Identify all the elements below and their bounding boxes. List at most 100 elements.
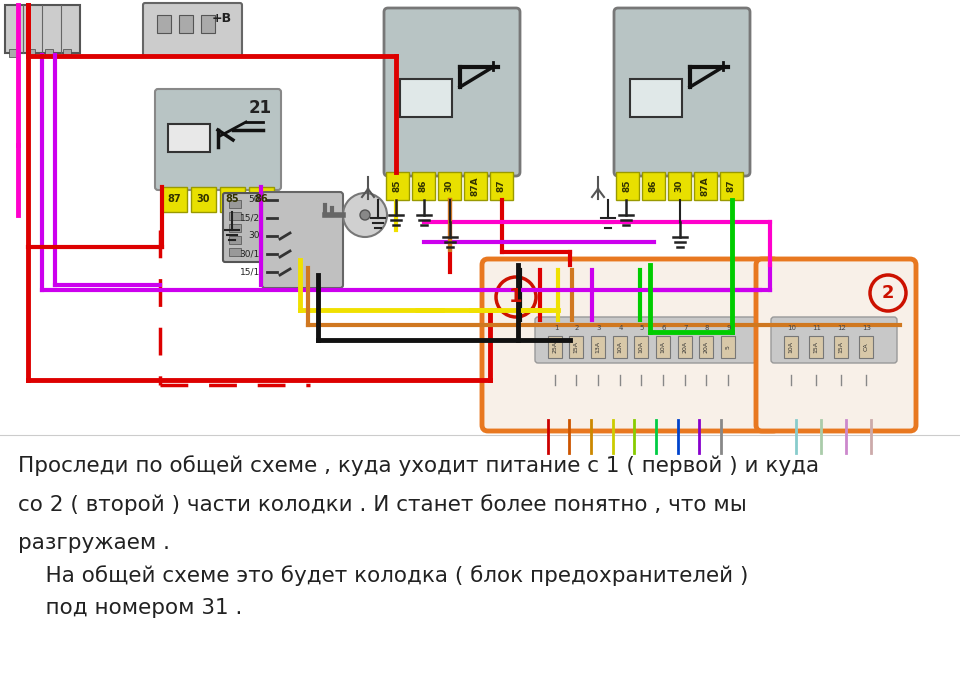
Text: На общей схеме это будет колодка ( блок предохранителей ): На общей схеме это будет колодка ( блок …: [18, 565, 749, 586]
Text: 1: 1: [554, 325, 559, 331]
Bar: [694, 172, 717, 200]
Text: 20A: 20A: [683, 341, 687, 353]
Circle shape: [496, 277, 536, 317]
Bar: [616, 172, 639, 200]
FancyBboxPatch shape: [262, 192, 343, 288]
Bar: [656, 336, 670, 358]
Bar: [229, 224, 241, 232]
Bar: [412, 172, 435, 200]
Text: разгружаем .: разгружаем .: [18, 533, 170, 553]
Bar: [668, 172, 691, 200]
FancyBboxPatch shape: [143, 3, 242, 57]
Text: 10A: 10A: [660, 341, 665, 353]
Bar: [834, 336, 848, 358]
Text: 30: 30: [675, 179, 684, 192]
Text: 30/1: 30/1: [240, 249, 260, 258]
Bar: [400, 79, 452, 117]
Text: 10A: 10A: [788, 341, 794, 353]
Bar: [642, 172, 665, 200]
Text: 3: 3: [597, 325, 601, 331]
Text: 15A: 15A: [813, 341, 819, 353]
Bar: [27, 49, 35, 57]
Text: 87: 87: [727, 179, 735, 193]
Text: +B: +B: [212, 12, 232, 26]
Bar: [5, 5, 80, 53]
Bar: [229, 248, 241, 256]
Text: 87: 87: [167, 194, 180, 204]
Bar: [45, 49, 53, 57]
Bar: [157, 15, 171, 33]
Bar: [179, 15, 193, 33]
Bar: [201, 15, 215, 33]
Bar: [9, 49, 17, 57]
Bar: [191, 187, 216, 212]
Text: 10: 10: [787, 325, 797, 331]
Bar: [386, 172, 409, 200]
Text: 15/1: 15/1: [240, 267, 260, 277]
Bar: [859, 336, 873, 358]
Text: со 2 ( второй ) части колодки . И станет более понятно , что мы: со 2 ( второй ) части колодки . И станет…: [18, 494, 747, 515]
Text: 86: 86: [649, 179, 658, 192]
Bar: [721, 336, 735, 358]
Bar: [591, 336, 605, 358]
Text: 8: 8: [705, 325, 709, 331]
Text: 7: 7: [684, 325, 688, 331]
Text: 25A: 25A: [553, 341, 558, 353]
Text: 30: 30: [196, 194, 209, 204]
Text: 15/2: 15/2: [240, 213, 260, 222]
FancyBboxPatch shape: [535, 317, 756, 363]
Bar: [438, 172, 461, 200]
Text: 6: 6: [661, 325, 666, 331]
Circle shape: [360, 210, 370, 220]
Text: 87A: 87A: [701, 176, 709, 196]
Bar: [63, 49, 71, 57]
Text: 12: 12: [837, 325, 847, 331]
Text: 10A: 10A: [617, 341, 622, 353]
Bar: [229, 236, 241, 244]
Text: 13A: 13A: [595, 341, 601, 353]
Text: 30: 30: [249, 231, 260, 240]
FancyBboxPatch shape: [384, 8, 520, 176]
Text: 20A: 20A: [704, 341, 708, 353]
Text: 86: 86: [254, 194, 268, 204]
Bar: [809, 336, 823, 358]
Text: CA: CA: [863, 342, 869, 351]
Bar: [162, 187, 187, 212]
FancyBboxPatch shape: [771, 317, 897, 363]
Text: Проследи по общей схеме , куда уходит питание с 1 ( первой ) и куда: Проследи по общей схеме , куда уходит пи…: [18, 455, 819, 476]
FancyBboxPatch shape: [155, 89, 281, 190]
Bar: [168, 124, 210, 152]
Bar: [678, 336, 692, 358]
Bar: [613, 336, 627, 358]
Text: 5: 5: [726, 345, 731, 349]
Text: 30: 30: [444, 179, 453, 192]
Text: 2: 2: [881, 284, 895, 302]
Text: 86: 86: [419, 179, 427, 192]
FancyBboxPatch shape: [223, 193, 262, 262]
Bar: [464, 172, 487, 200]
Bar: [220, 187, 245, 212]
Bar: [548, 336, 562, 358]
Text: 5: 5: [639, 325, 644, 331]
Bar: [569, 336, 583, 358]
Text: 15A: 15A: [573, 341, 579, 353]
Bar: [784, 336, 798, 358]
Text: 2: 2: [575, 325, 579, 331]
Text: 4: 4: [619, 325, 623, 331]
Circle shape: [343, 193, 387, 237]
Text: 9: 9: [727, 325, 732, 331]
FancyBboxPatch shape: [756, 259, 916, 431]
Bar: [634, 336, 648, 358]
Text: 13: 13: [862, 325, 872, 331]
Text: 50: 50: [249, 195, 260, 204]
FancyBboxPatch shape: [482, 259, 779, 431]
Text: 11: 11: [812, 325, 822, 331]
Bar: [229, 212, 241, 220]
Bar: [490, 172, 513, 200]
Bar: [229, 200, 241, 208]
Text: 85: 85: [393, 179, 401, 192]
Bar: [249, 187, 274, 212]
Text: 21: 21: [249, 99, 272, 117]
Text: 87: 87: [496, 179, 506, 193]
Text: 10A: 10A: [638, 341, 643, 353]
